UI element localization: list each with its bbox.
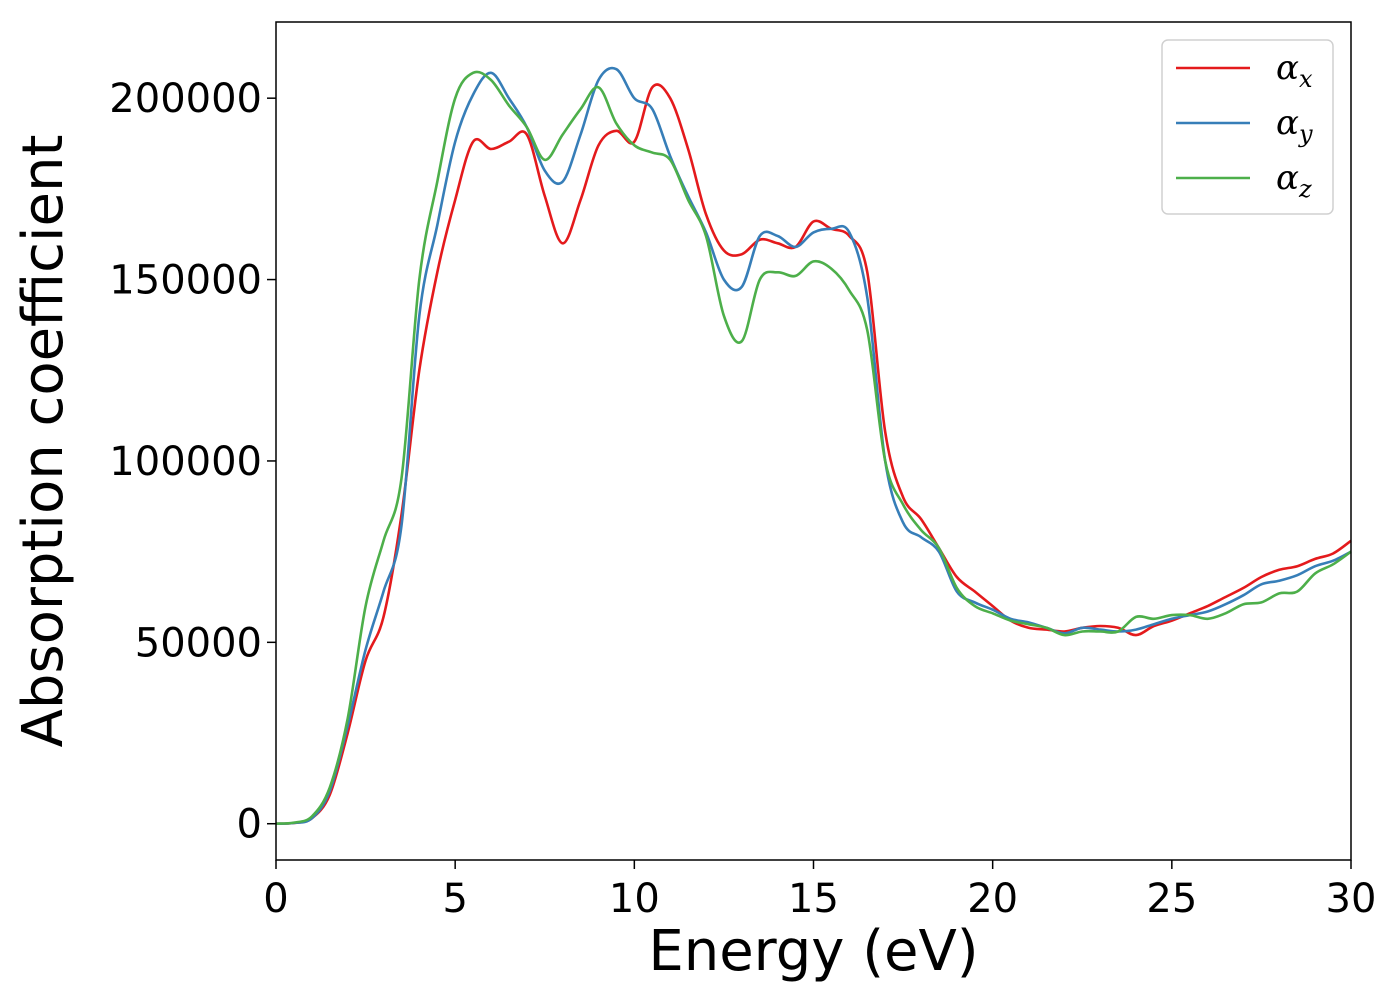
x-tick-label: 25 [1146,876,1197,922]
y-tick-label: 150000 [109,258,262,304]
y-tick-label: 0 [237,802,262,848]
series-lines [275,66,1352,825]
series-line-y [275,66,1352,825]
legend-label-x: αx [1276,48,1313,93]
x-axis: 0 5 10 15 20 25 30 [263,860,1376,922]
y-axis-title: Absorption coefficient [11,135,76,748]
legend-label-y: αy [1276,103,1313,148]
series-line-z [275,70,1352,825]
y-tick-label: 200000 [109,76,262,122]
x-tick-label: 5 [442,876,467,922]
x-tick-label: 30 [1326,876,1377,922]
x-tick-label: 15 [788,876,839,922]
x-tick-label: 0 [263,876,288,922]
x-tick-label: 10 [609,876,660,922]
y-tick-label: 50000 [135,620,262,666]
series-line-x [275,83,1352,825]
x-tick-label: 20 [967,876,1018,922]
x-axis-title: Energy (eV) [648,919,978,984]
y-tick-label: 100000 [109,439,262,485]
legend-box [1161,39,1334,215]
y-axis: 0 50000 100000 150000 200000 [109,76,276,848]
